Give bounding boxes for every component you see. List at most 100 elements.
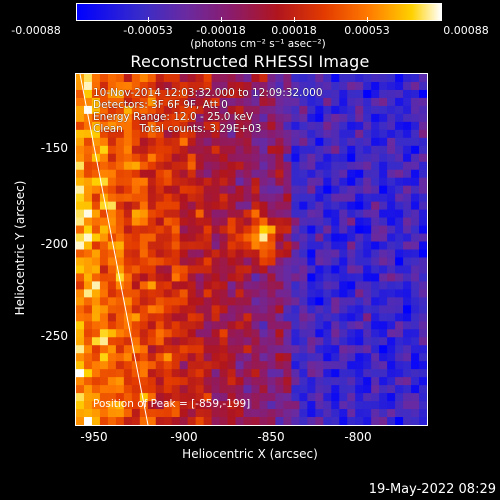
image-pixel — [235, 145, 245, 155]
image-pixel — [179, 97, 189, 107]
image-pixel — [219, 169, 229, 179]
image-pixel — [195, 145, 205, 155]
image-pixel — [347, 345, 356, 354]
image-pixel — [371, 265, 380, 275]
image-pixel — [411, 297, 420, 306]
image-pixel — [227, 233, 237, 243]
image-pixel — [195, 345, 205, 354]
image-pixel — [211, 209, 221, 219]
image-pixel — [83, 217, 93, 227]
image-pixel — [115, 257, 125, 267]
image-pixel — [147, 209, 157, 219]
image-pixel — [107, 329, 117, 338]
image-pixel — [235, 417, 245, 425]
image-pixel — [107, 353, 117, 362]
image-pixel — [91, 297, 101, 306]
image-pixel — [339, 297, 348, 306]
image-pixel — [403, 401, 412, 410]
image-pixel — [107, 121, 117, 131]
image-pixel — [371, 81, 380, 91]
image-pixel — [299, 289, 308, 298]
image-pixel — [131, 249, 141, 259]
image-pixel — [219, 417, 229, 425]
image-pixel — [251, 209, 261, 219]
image-pixel — [76, 377, 85, 386]
image-pixel — [195, 81, 205, 91]
image-pixel — [275, 225, 285, 235]
image-pixel — [123, 185, 133, 195]
image-pixel — [395, 225, 404, 235]
image-pixel — [227, 385, 237, 394]
image-pixel — [419, 161, 427, 171]
image-pixel — [91, 321, 101, 330]
image-pixel — [163, 337, 173, 346]
image-pixel — [227, 305, 237, 314]
image-pixel — [99, 121, 109, 131]
image-pixel — [347, 217, 356, 227]
image-pixel — [331, 113, 340, 123]
image-pixel — [251, 273, 261, 283]
image-pixel — [323, 177, 332, 187]
image-pixel — [275, 193, 285, 203]
image-pixel — [155, 193, 165, 203]
image-pixel — [76, 265, 85, 275]
image-pixel — [123, 217, 133, 227]
image-pixel — [403, 273, 412, 283]
image-pixel — [99, 81, 109, 91]
image-pixel — [403, 74, 412, 83]
image-pixel — [115, 345, 125, 354]
image-pixel — [227, 417, 237, 425]
colorbar — [76, 3, 442, 21]
image-pixel — [379, 417, 388, 425]
image-pixel — [131, 177, 141, 187]
image-pixel — [107, 273, 117, 283]
image-pixel — [371, 377, 380, 386]
image-pixel — [99, 241, 109, 251]
image-pixel — [259, 321, 269, 330]
image-pixel — [307, 74, 316, 83]
image-pixel — [187, 257, 197, 267]
image-pixel — [267, 201, 277, 211]
image-pixel — [123, 329, 133, 338]
image-pixel — [299, 297, 308, 306]
image-pixel — [203, 233, 213, 243]
image-pixel — [283, 145, 292, 155]
image-pixel — [83, 281, 93, 290]
image-pixel — [76, 193, 85, 203]
image-pixel — [299, 281, 308, 290]
image-pixel — [195, 153, 205, 163]
image-pixel — [419, 233, 427, 243]
image-pixel — [315, 401, 324, 410]
image-pixel — [339, 225, 348, 235]
image-pixel — [171, 353, 181, 362]
image-pixel — [299, 321, 308, 330]
image-pixel — [227, 361, 237, 370]
image-pixel — [379, 233, 388, 243]
image-pixel — [395, 193, 404, 203]
image-pixel — [267, 241, 277, 251]
image-pixel — [187, 353, 197, 362]
image-pixel — [235, 177, 245, 187]
image-pixel — [419, 377, 427, 386]
image-pixel — [107, 89, 117, 99]
image-pixel — [171, 257, 181, 267]
image-pixel — [155, 385, 165, 394]
image-pixel — [195, 281, 205, 290]
image-pixel — [411, 273, 420, 283]
image-pixel — [195, 241, 205, 251]
image-pixel — [283, 273, 292, 283]
image-pixel — [363, 113, 372, 123]
image-pixel — [379, 81, 388, 91]
image-pixel — [155, 345, 165, 354]
image-pixel — [259, 89, 269, 99]
image-pixel — [187, 321, 197, 330]
image-pixel — [107, 249, 117, 259]
image-pixel — [315, 129, 324, 139]
image-pixel — [363, 153, 372, 163]
image-pixel — [203, 145, 213, 155]
image-pixel — [411, 145, 420, 155]
image-pixel — [355, 281, 364, 290]
image-pixel — [339, 145, 348, 155]
image-pixel — [283, 289, 292, 298]
image-pixel — [179, 409, 189, 418]
